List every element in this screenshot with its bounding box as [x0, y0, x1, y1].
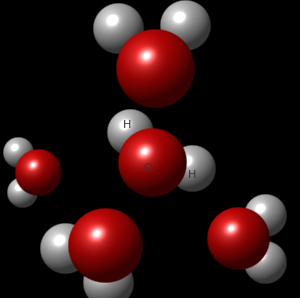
Text: H: H — [123, 120, 131, 130]
Text: O: O — [144, 163, 152, 173]
Text: H: H — [188, 170, 196, 180]
